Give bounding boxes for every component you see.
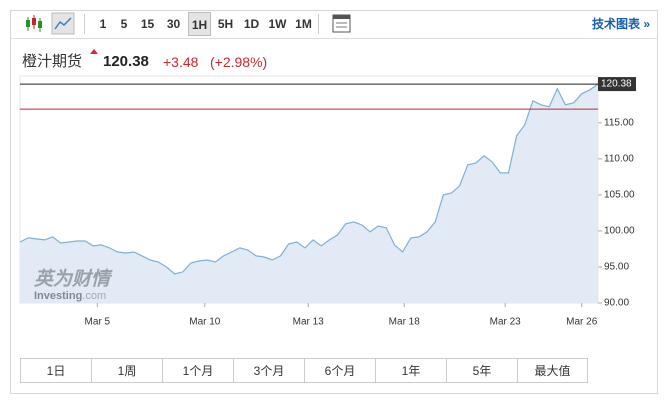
price-line bbox=[19, 83, 599, 275]
interval-button[interactable]: 30 bbox=[166, 17, 181, 31]
range-button[interactable]: 1年 bbox=[375, 358, 447, 383]
instrument-name: 橙汁期货 bbox=[22, 53, 83, 70]
separator bbox=[318, 14, 319, 34]
settings-icon[interactable] bbox=[330, 10, 354, 50]
x-tick-label: Mar 26 bbox=[566, 317, 598, 328]
y-tick-label: 95.00 bbox=[604, 262, 629, 273]
interval-button[interactable]: 15 bbox=[140, 17, 155, 31]
change-pct: (+2.98%) bbox=[210, 54, 268, 70]
price: 120.38 bbox=[103, 53, 149, 70]
frame bbox=[10, 10, 658, 394]
x-tick-label: Mar 18 bbox=[389, 317, 421, 328]
separator bbox=[84, 14, 85, 34]
interval-button[interactable]: 1W bbox=[268, 17, 287, 31]
range-button[interactable]: 1日 bbox=[20, 358, 92, 383]
interval-button[interactable]: 1M bbox=[295, 17, 312, 31]
y-tick-label: 90.00 bbox=[604, 298, 629, 309]
line-icon[interactable] bbox=[51, 12, 75, 35]
watermark-suffix: .com bbox=[82, 290, 107, 302]
interval-button[interactable]: 1H bbox=[188, 12, 211, 36]
chart-type-icons bbox=[26, 12, 75, 35]
range-button[interactable]: 3个月 bbox=[233, 358, 305, 383]
divider bbox=[10, 38, 658, 39]
range-button[interactable]: 6个月 bbox=[304, 358, 376, 383]
tech-chart-link[interactable]: 技术图表 » bbox=[591, 17, 650, 31]
interval-button[interactable]: 5 bbox=[120, 17, 128, 31]
interval-button[interactable]: 1D bbox=[243, 17, 260, 31]
last-price-box bbox=[598, 77, 636, 92]
x-tick-label: Mar 5 bbox=[85, 317, 111, 328]
watermark-en: Investing bbox=[34, 290, 83, 302]
range-button[interactable]: 1周 bbox=[91, 358, 163, 383]
up-arrow bbox=[90, 49, 98, 54]
y-tick-label: 105.00 bbox=[604, 190, 635, 201]
interval-button[interactable]: 5H bbox=[217, 17, 234, 31]
x-tick-label: Mar 10 bbox=[189, 317, 221, 328]
range-button[interactable]: 5年 bbox=[446, 358, 518, 383]
watermark: 英为财情 Investing.com bbox=[34, 269, 111, 303]
last-price-label: 120.38 bbox=[601, 79, 632, 90]
candle-icon[interactable] bbox=[26, 15, 42, 32]
watermark-cn: 英为财情 bbox=[34, 269, 111, 290]
y-tick-label: 110.00 bbox=[604, 154, 634, 165]
interval-button[interactable]: 1 bbox=[99, 17, 107, 31]
area-fill bbox=[20, 84, 598, 303]
range-button[interactable]: 最大值 bbox=[517, 358, 588, 383]
range-button[interactable]: 1个月 bbox=[162, 358, 234, 383]
y-tick-label: 100.00 bbox=[604, 226, 635, 237]
x-tick-label: Mar 13 bbox=[293, 317, 325, 328]
change: +3.48 bbox=[163, 54, 199, 70]
x-tick-label: Mar 23 bbox=[490, 317, 522, 328]
y-tick-label: 115.00 bbox=[604, 117, 634, 128]
